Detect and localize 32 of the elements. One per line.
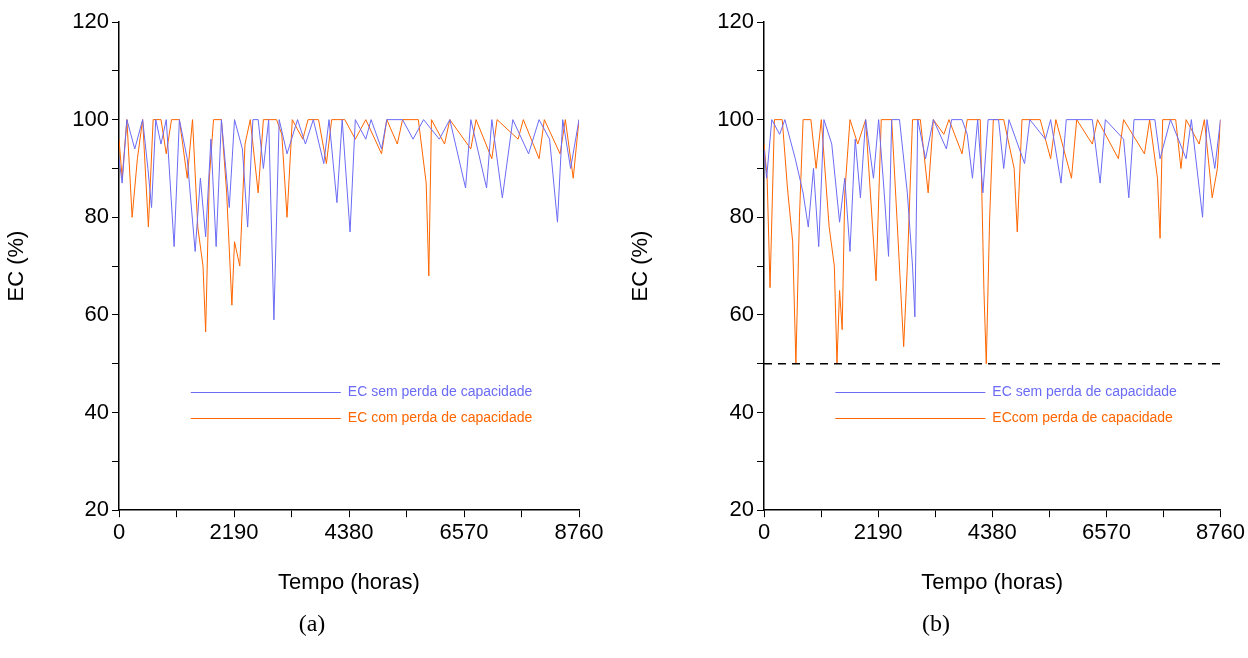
x-tick-label: 0 [757,519,771,545]
x-tick-label: 8760 [554,519,604,545]
x-axis-title: Tempo (horas) [278,568,420,594]
y-tick-label: 100 [717,105,754,131]
x-tick-label: 4380 [967,519,1017,545]
text: ECcom perda de capacidade [992,409,1174,426]
y-tick-label: 120 [72,8,109,34]
x-tick-label: 4380 [324,519,374,545]
y-tick-label: 80 [729,203,754,229]
y-tick-label: 100 [72,105,109,131]
y-tick-label: 40 [729,398,754,424]
x-tick-label: 8760 [1196,519,1246,545]
text: (a) [297,610,327,637]
y-tick-label: 80 [84,203,109,229]
text: EC sem perda de capacidade [992,383,1178,400]
y-tick-label: 20 [84,496,109,522]
y-tick-label: 60 [729,300,754,326]
y-tick-label: 20 [729,496,754,522]
x-axis-title: Tempo (horas) [921,568,1064,594]
text: (b) [921,610,951,637]
x-tick-label: 2190 [853,519,903,545]
text: EC sem perda de capacidade [347,383,533,400]
x-tick-label: 0 [112,519,126,545]
y-tick-label: 60 [84,300,109,326]
x-tick-label: 6570 [1081,519,1131,545]
y-tick-label: 120 [717,8,754,34]
y-axis-title: EC (%) [627,230,653,302]
text: EC com perda de capacidade [347,409,533,426]
x-tick-label: 6570 [439,519,489,545]
y-tick-label: 40 [84,398,109,424]
y-axis-title: EC (%) [3,230,29,302]
x-tick-label: 2190 [209,519,259,545]
